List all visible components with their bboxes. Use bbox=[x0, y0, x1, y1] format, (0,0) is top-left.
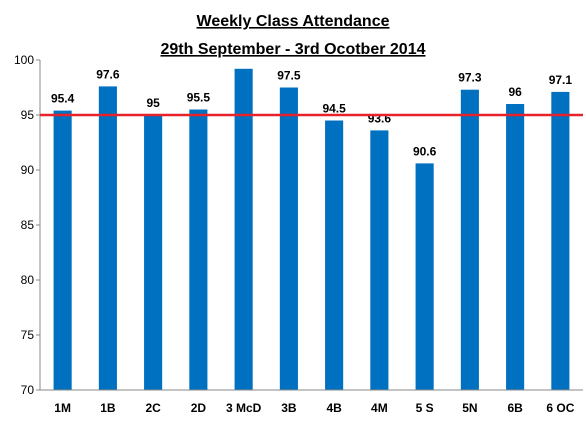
x-tick-label: 1B bbox=[100, 401, 116, 415]
x-tick-label: 3B bbox=[281, 401, 297, 415]
x-axis: 1M 1B 2C 2D 3 McD 3B 4B 4M 5 S 5N 6B 6 OC bbox=[40, 389, 583, 415]
bar bbox=[53, 110, 72, 390]
data-label: 94.5 bbox=[322, 102, 346, 116]
data-label: 96 bbox=[508, 85, 522, 99]
y-tick-label: 80 bbox=[21, 273, 35, 287]
x-tick-label: 2D bbox=[191, 401, 207, 415]
bar bbox=[234, 68, 253, 391]
data-label: 97.3 bbox=[458, 71, 482, 85]
x-tick-label: 5 S bbox=[416, 401, 434, 415]
data-label: 97.5 bbox=[277, 69, 301, 83]
bar bbox=[460, 89, 479, 390]
x-tick-label: 4B bbox=[326, 401, 342, 415]
x-tick-label: 3 McD bbox=[226, 401, 262, 415]
data-label: 97.6 bbox=[96, 67, 120, 81]
x-tick-label: 2C bbox=[145, 401, 161, 415]
x-tick-label: 4M bbox=[371, 401, 388, 415]
bar bbox=[551, 91, 570, 391]
x-tick-label: 6 OC bbox=[546, 401, 574, 415]
chart-title-line-1: Weekly Class Attendance bbox=[197, 13, 390, 30]
data-label: 95 bbox=[146, 96, 160, 110]
x-tick-label: 6B bbox=[507, 401, 523, 415]
y-tick-label: 75 bbox=[21, 328, 35, 342]
bar bbox=[144, 115, 163, 390]
y-tick-label: 90 bbox=[21, 163, 35, 177]
data-label: 95.5 bbox=[187, 91, 211, 105]
y-tick-label: 85 bbox=[21, 218, 35, 232]
bar bbox=[325, 120, 344, 390]
bar bbox=[415, 163, 434, 390]
bar bbox=[279, 87, 298, 390]
y-tick-label: 70 bbox=[21, 383, 35, 397]
bar bbox=[506, 104, 525, 390]
data-label: 93.6 bbox=[368, 111, 392, 125]
x-tick-label: 1M bbox=[54, 401, 71, 415]
x-tick-label: 5N bbox=[462, 401, 477, 415]
data-label: 97.1 bbox=[549, 73, 573, 87]
chart-title-line-2: 29th September - 3rd Ocotber 2014 bbox=[161, 41, 426, 58]
y-axis: 70 75 80 85 90 95 100 bbox=[14, 53, 41, 397]
bar bbox=[370, 130, 389, 390]
data-label: 95.4 bbox=[51, 92, 75, 106]
bar bbox=[189, 109, 208, 390]
data-labels: 95.4 97.6 95 95.5 97.5 94.5 93.6 90.6 97.3 96 97.1 bbox=[51, 67, 572, 158]
bars bbox=[53, 68, 570, 391]
y-tick-label: 95 bbox=[21, 108, 35, 122]
data-label: 90.6 bbox=[413, 144, 437, 158]
bar bbox=[98, 86, 117, 391]
y-tick-label: 100 bbox=[14, 53, 34, 67]
